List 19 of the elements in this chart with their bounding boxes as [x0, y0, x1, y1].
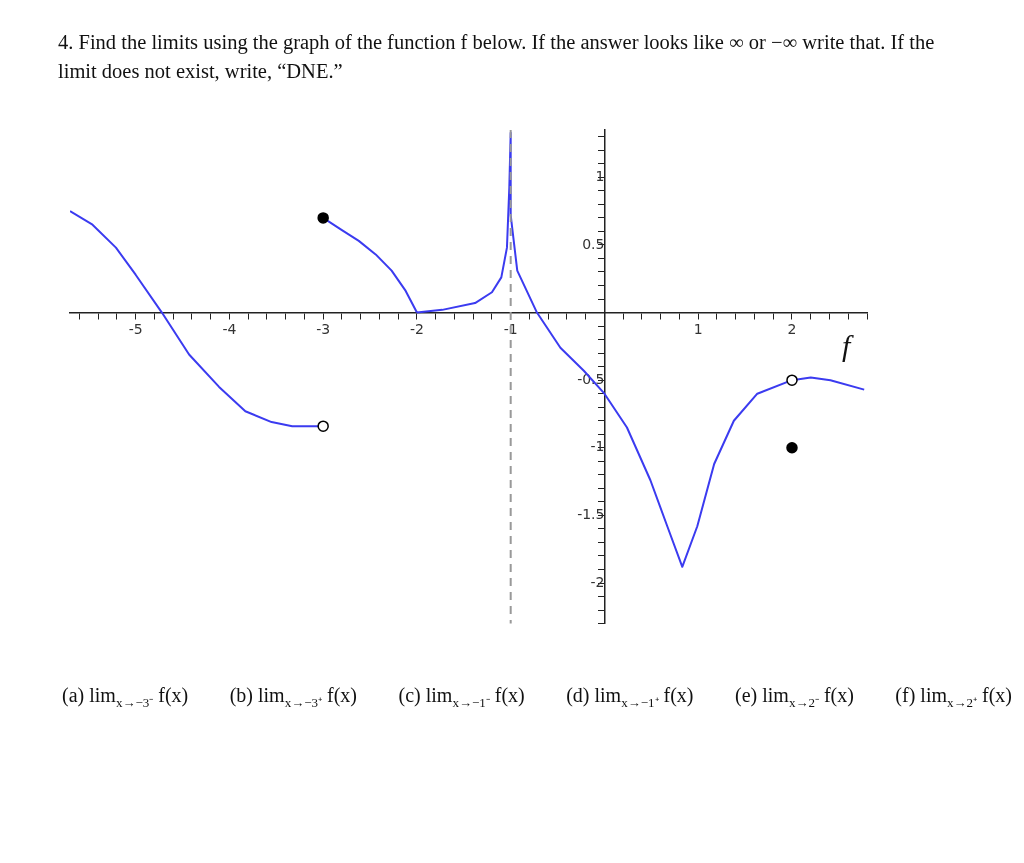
x-tick-label: -1: [503, 320, 518, 337]
x-tick-label: 1: [693, 320, 703, 337]
text: (e) lim$_{x→2⁻}$ f(x): [735, 684, 854, 711]
text: (b) lim$_{x→−3⁺}$ f(x): [229, 684, 358, 711]
y-tick-label: 0.5: [582, 235, 605, 252]
x-tick-label: -4: [222, 320, 237, 337]
series-label: f: [842, 328, 855, 362]
text: (f) lim$_{x→2⁺}$ f(x): [895, 684, 1012, 711]
y-tick-label: -2: [590, 573, 605, 590]
y-tick-label: -1.5: [577, 506, 605, 523]
x-tick-label: -5: [128, 320, 143, 337]
chart-title: 4. Find the limits using the graph of the function f below. If the answer looks like ∞ or −∞ write that. If the limit does not exist, write, “DNE.”: [58, 30, 936, 84]
text: (c) lim$_{x→−1⁻}$ f(x): [398, 684, 525, 711]
x-tick-label: -3: [316, 320, 331, 337]
x-tick-label: 2: [787, 320, 797, 337]
x-tick-label: -2: [409, 320, 424, 337]
y-tick-label: -1: [590, 438, 605, 455]
text: (d) lim$_{x→−1⁺}$ f(x): [566, 684, 694, 711]
text: (a) lim$_{x→−3⁻}$ f(x): [62, 684, 189, 711]
